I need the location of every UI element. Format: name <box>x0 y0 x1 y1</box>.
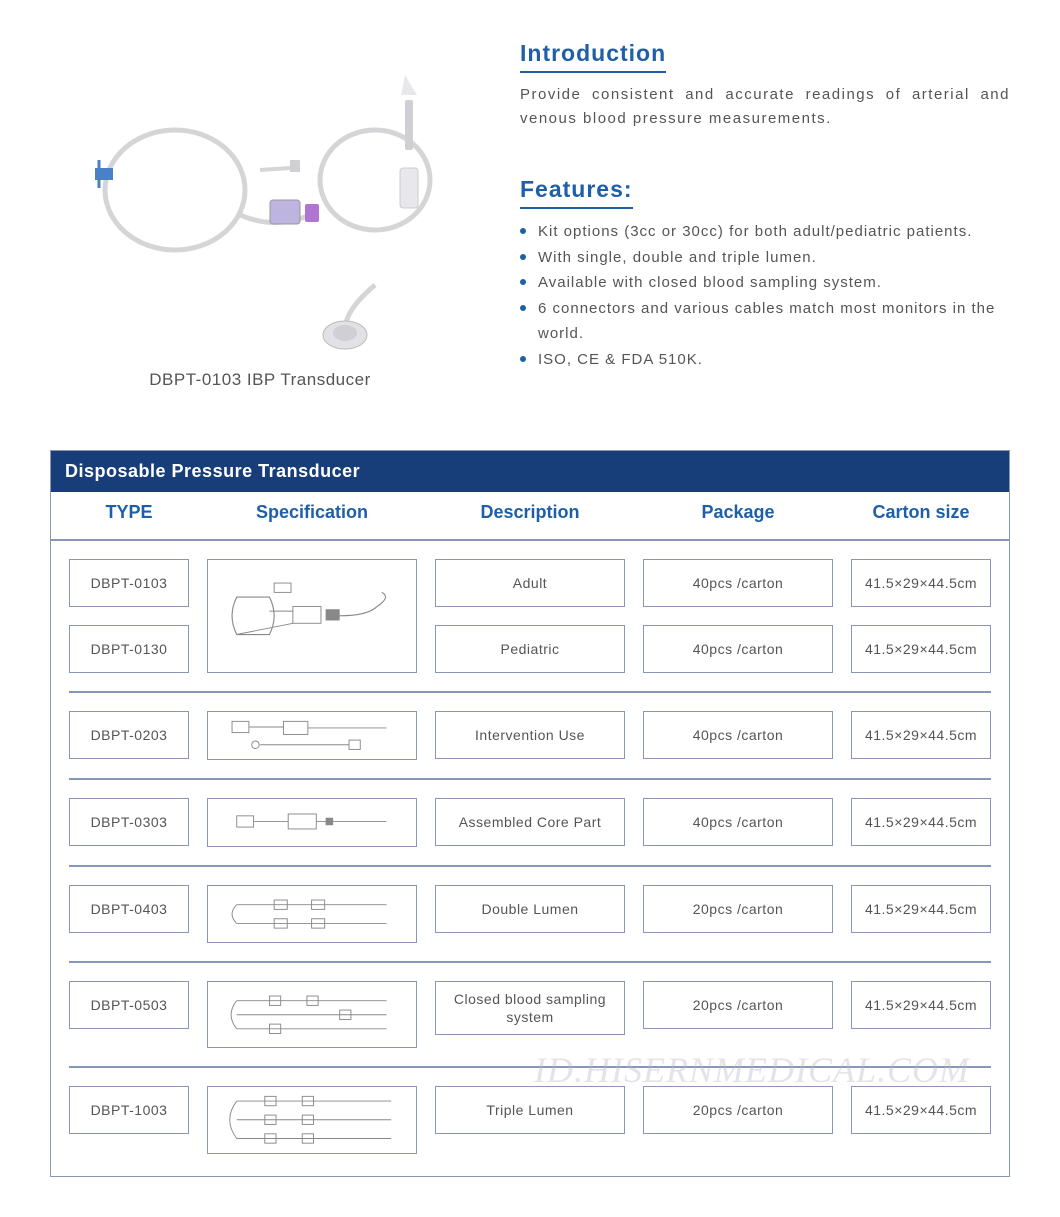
spec-diagram <box>207 798 417 847</box>
type-cell: DBPT-0303 <box>69 798 189 847</box>
description-cell: Intervention Use <box>435 711 625 760</box>
spec-diagram <box>207 711 417 760</box>
feature-item: Kit options (3cc or 30cc) for both adult… <box>520 219 1010 245</box>
type-value: DBPT-0103 <box>69 559 189 607</box>
carton-value: 41.5×29×44.5cm <box>851 1086 991 1134</box>
package-value: 40pcs /carton <box>643 798 833 846</box>
carton-cell: 41.5×29×44.5cm <box>851 1086 991 1154</box>
product-caption: DBPT-0103 IBP Transducer <box>149 370 370 390</box>
type-cell: DBPT-0403 <box>69 885 189 943</box>
type-value: DBPT-1003 <box>69 1086 189 1134</box>
package-cell: 40pcs /carton 40pcs /carton <box>643 559 833 673</box>
description-value: Assembled Core Part <box>435 798 625 846</box>
feature-item: Available with closed blood sampling sys… <box>520 270 1010 296</box>
description-value: Triple Lumen <box>435 1086 625 1134</box>
type-value: DBPT-0403 <box>69 885 189 933</box>
carton-value: 41.5×29×44.5cm <box>851 981 991 1029</box>
features-heading: Features: <box>520 176 633 209</box>
type-cell: DBPT-1003 <box>69 1086 189 1154</box>
package-value: 40pcs /carton <box>643 625 833 673</box>
carton-value: 41.5×29×44.5cm <box>851 625 991 673</box>
table-title: Disposable Pressure Transducer <box>51 451 1009 492</box>
carton-cell: 41.5×29×44.5cm <box>851 798 991 847</box>
type-value: DBPT-0203 <box>69 711 189 759</box>
carton-value: 41.5×29×44.5cm <box>851 798 991 846</box>
spec-diagram <box>207 559 417 673</box>
package-value: 20pcs /carton <box>643 885 833 933</box>
description-cell: Double Lumen <box>435 885 625 943</box>
carton-cell: 41.5×29×44.5cm <box>851 711 991 760</box>
package-cell: 20pcs /carton <box>643 981 833 1049</box>
table-row: DBPT-0203 Intervention Use 40pcs /carton 41… <box>69 693 991 780</box>
table-body: DBPT-0103 DBPT-0130 Adult Pediatric 40pcs /c… <box>51 541 1009 1176</box>
type-cell: DBPT-0103 DBPT-0130 <box>69 559 189 673</box>
package-value: 40pcs /carton <box>643 559 833 607</box>
features-list: Kit options (3cc or 30cc) for both adult… <box>520 219 1010 372</box>
column-header: Carton size <box>851 502 991 523</box>
description-value: Adult <box>435 559 625 607</box>
spec-diagram <box>207 1086 417 1154</box>
table-headers: TYPE Specification Description Package Carto… <box>51 492 1009 541</box>
product-image <box>65 40 455 360</box>
description-cell: Assembled Core Part <box>435 798 625 847</box>
package-value: 20pcs /carton <box>643 981 833 1029</box>
transducer-illustration-icon <box>65 40 455 360</box>
column-header: Description <box>435 502 625 523</box>
spec-diagram <box>207 885 417 943</box>
description-value: Closed blood sampling system <box>435 981 625 1035</box>
package-cell: 40pcs /carton <box>643 711 833 760</box>
package-value: 20pcs /carton <box>643 1086 833 1134</box>
product-column: DBPT-0103 IBP Transducer <box>50 40 470 390</box>
description-value: Double Lumen <box>435 885 625 933</box>
column-header: Specification <box>207 502 417 523</box>
column-header: Package <box>643 502 833 523</box>
type-value: DBPT-0303 <box>69 798 189 846</box>
type-cell: DBPT-0203 <box>69 711 189 760</box>
description-value: Intervention Use <box>435 711 625 759</box>
column-header: TYPE <box>69 502 189 523</box>
table-row: DBPT-0403 Double Lumen 20pcs /carton 41.5×2… <box>69 867 991 963</box>
type-value: DBPT-0503 <box>69 981 189 1029</box>
description-cell: Triple Lumen <box>435 1086 625 1154</box>
description-value: Pediatric <box>435 625 625 673</box>
package-value: 40pcs /carton <box>643 711 833 759</box>
intro-heading: Introduction <box>520 40 666 73</box>
carton-value: 41.5×29×44.5cm <box>851 559 991 607</box>
spec-diagram <box>207 981 417 1049</box>
table-row: DBPT-0303 Assembled Core Part 40pcs /carto… <box>69 780 991 867</box>
feature-item: ISO, CE & FDA 510K. <box>520 347 1010 373</box>
table-row: DBPT-0103 DBPT-0130 Adult Pediatric 40pcs /c… <box>69 541 991 693</box>
info-column: Introduction Provide consistent and accu… <box>520 40 1010 390</box>
carton-value: 41.5×29×44.5cm <box>851 885 991 933</box>
type-value: DBPT-0130 <box>69 625 189 673</box>
spec-table: Disposable Pressure Transducer TYPE Speci… <box>50 450 1010 1177</box>
feature-item: With single, double and triple lumen. <box>520 245 1010 271</box>
intro-text: Provide consistent and accurate readings… <box>520 83 1010 131</box>
carton-cell: 41.5×29×44.5cm <box>851 885 991 943</box>
type-cell: DBPT-0503 <box>69 981 189 1049</box>
table-row: DBPT-0503 Closed blood sampling system 20p… <box>69 963 991 1069</box>
description-cell: Closed blood sampling system <box>435 981 625 1049</box>
description-cell: Adult Pediatric <box>435 559 625 673</box>
top-section: DBPT-0103 IBP Transducer Introduction Pr… <box>50 40 1010 390</box>
package-cell: 40pcs /carton <box>643 798 833 847</box>
carton-cell: 41.5×29×44.5cm <box>851 981 991 1049</box>
package-cell: 20pcs /carton <box>643 1086 833 1154</box>
package-cell: 20pcs /carton <box>643 885 833 943</box>
carton-value: 41.5×29×44.5cm <box>851 711 991 759</box>
carton-cell: 41.5×29×44.5cm 41.5×29×44.5cm <box>851 559 991 673</box>
feature-item: 6 connectors and various cables match mo… <box>520 296 1010 347</box>
